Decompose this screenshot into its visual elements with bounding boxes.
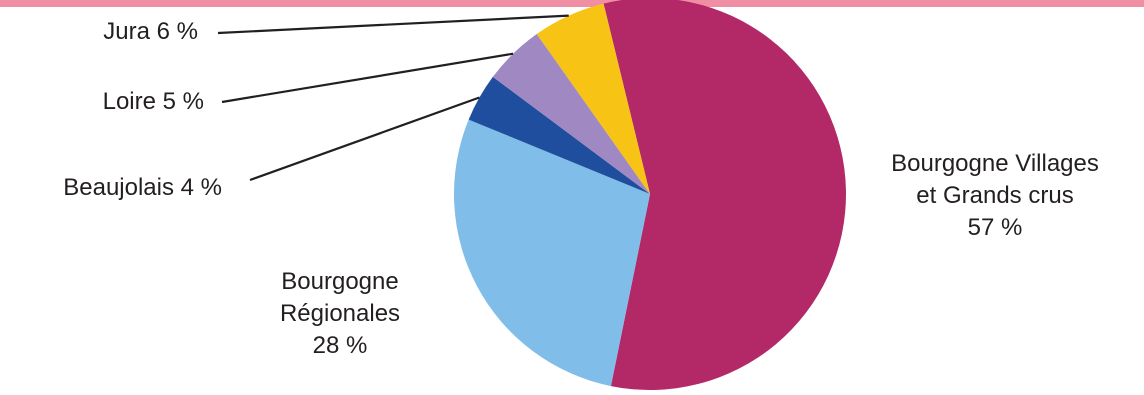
label-line: Jura 6 % [103,18,198,45]
label-line: Bourgogne Villages [891,150,1099,177]
top-accent-bar [0,0,1144,7]
pie-slice-bourgogne-villages-et-grands-crus [603,0,846,390]
leader-line-beaujolais [249,96,480,182]
pie-slice-beaujolais [468,76,650,194]
label-line: Bourgogne [281,268,399,295]
leader-line-jura [217,14,569,35]
label-line: Beaujolais 4 % [63,174,222,201]
label-line: et Grands crus [916,182,1074,209]
pie-slice-loire [492,34,650,194]
label-beaujolais: Beaujolais 4 % [0,172,222,204]
label-value: 28 % [312,332,368,359]
label-bourgogne-villages: Bourgogne Villages et Grands crus 57 % [850,148,1140,244]
pie-slice-jura [536,3,650,194]
label-value: 57 % [967,214,1023,241]
label-bourgogne-regionales: Bourgogne Régionales 28 % [230,266,450,362]
pie-slice-bourgogne-r-gionales [454,119,650,387]
label-line: Régionales [279,300,401,327]
label-loire: Loire 5 % [0,86,204,118]
label-jura: Jura 6 % [0,16,198,48]
label-line: Loire 5 % [102,88,204,115]
leader-line-loire [221,52,514,104]
